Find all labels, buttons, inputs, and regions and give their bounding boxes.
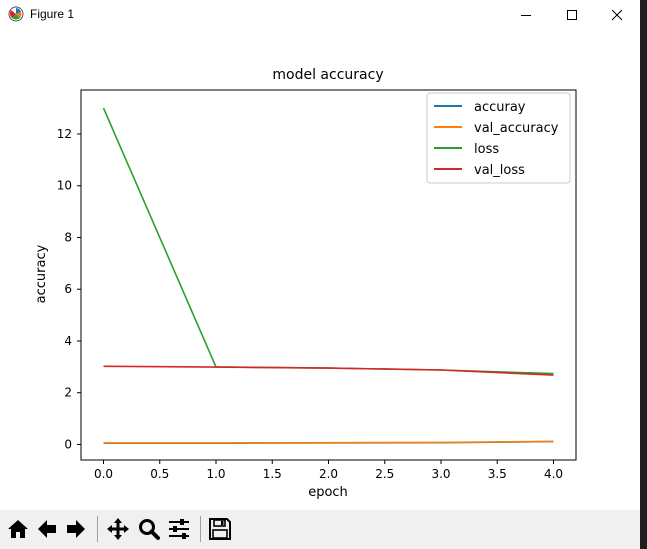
close-icon [611,9,623,21]
matplotlib-app-icon [8,6,24,22]
y-tick-label: 6 [64,282,72,296]
y-axis-label: accuracy [34,244,49,303]
close-button[interactable] [594,0,640,30]
x-tick-label: 4.0 [544,467,563,481]
y-tick-label: 4 [64,334,72,348]
legend-label-accuray: accuray [474,100,526,115]
title-bar[interactable]: Figure 1 [0,0,640,30]
y-tick-label: 2 [64,386,72,400]
configure-subplots-button[interactable] [166,515,192,543]
background-editor-strip [640,0,647,549]
x-tick-label: 1.5 [263,467,282,481]
arrow-right-icon [67,520,85,538]
series-line-val-loss [103,365,554,376]
series-lines [102,107,554,445]
y-ticks: 0 2 4 6 8 10 12 [57,127,81,451]
zoom-button[interactable] [136,515,162,543]
x-tick-label: 0.5 [150,467,169,481]
legend-box [426,92,571,184]
arrow-left-icon [38,520,56,538]
window-title: Figure 1 [30,7,75,21]
chart-canvas: model accuracy 0.0 0.5 1.0 1.5 2.0 2.5 3.0 3.5 4… [34,67,577,500]
x-tick-label: 3.0 [431,467,450,481]
save-icon [209,518,231,540]
y-tick-label: 10 [57,179,72,193]
save-button[interactable] [207,515,233,543]
navigation-toolbar [0,510,640,549]
x-ticks: 0.0 0.5 1.0 1.5 2.0 2.5 3.0 3.5 4.0 [94,460,563,481]
x-tick-label: 3.5 [488,467,507,481]
back-button[interactable] [34,515,60,543]
maximize-icon [567,10,577,20]
magnifier-icon [139,519,160,540]
toolbar-separator [97,516,98,542]
plot-area[interactable]: model accuracy 0.0 0.5 1.0 1.5 2.0 2.5 3.0 3.5 4… [0,30,640,510]
toolbar-separator [200,516,201,542]
forward-button[interactable] [63,515,89,543]
x-axis-label: epoch [308,485,348,500]
y-tick-label: 12 [57,127,72,141]
chart-title: model accuracy [272,67,383,83]
move-icon [107,518,129,540]
minimize-button[interactable] [503,0,549,30]
legend-label-loss: loss [474,142,499,157]
series-line-val-accuracy [103,440,554,444]
maximize-button[interactable] [549,0,595,30]
x-tick-label: 2.5 [375,467,394,481]
legend-label-val-accuracy: val_accuracy [474,121,559,136]
legend-label-val-loss: val_loss [474,163,525,178]
y-tick-label: 8 [64,230,72,244]
home-icon [8,520,28,538]
x-tick-label: 2.0 [319,467,338,481]
y-tick-label: 0 [64,437,72,451]
pan-button[interactable] [105,515,131,543]
minimize-icon [521,15,531,16]
home-button[interactable] [5,515,31,543]
sliders-icon [169,519,189,539]
x-tick-label: 0.0 [94,467,113,481]
x-tick-label: 1.0 [206,467,225,481]
